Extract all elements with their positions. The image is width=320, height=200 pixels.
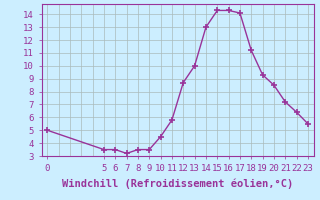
X-axis label: Windchill (Refroidissement éolien,°C): Windchill (Refroidissement éolien,°C) — [62, 178, 293, 189]
